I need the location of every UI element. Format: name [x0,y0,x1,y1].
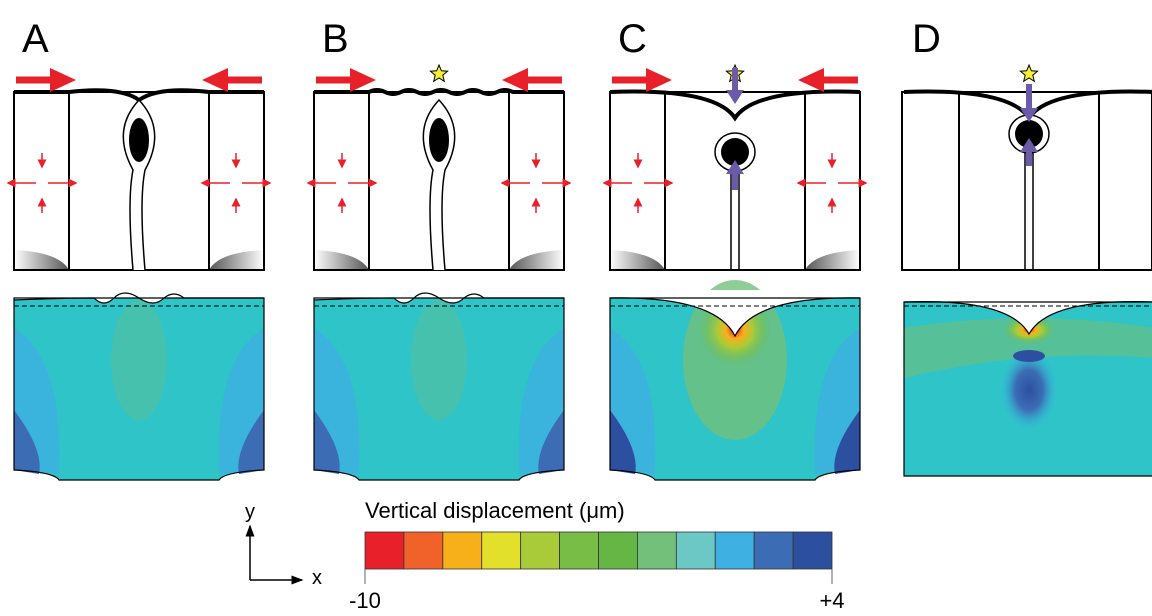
force-arrow-head [726,160,744,174]
field-green [904,318,1152,378]
colorbar-swatch [559,531,599,570]
surface-line [13,292,264,304]
force-arrow-head [350,68,376,92]
field-blue [1001,350,1057,430]
shadow [509,250,564,270]
field-blue [1013,350,1045,362]
force-arrow-head [798,68,824,92]
colorbar-min: -10 [349,588,381,613]
force-arrow-head [502,68,528,92]
force-arrow-head [50,68,76,92]
force-arrow-head [726,90,744,104]
star [429,63,449,83]
force-arrow-head [646,68,672,92]
field-blue [314,410,340,474]
field-green [111,300,167,420]
shadow [14,250,69,270]
force-arrow-head [202,68,228,92]
apical-surface [314,88,564,96]
field-blue [238,410,264,474]
colorbar-swatch [792,531,833,570]
nucleus [129,118,149,162]
shadow [209,250,264,270]
nucleus [1015,120,1043,148]
colorbar-swatch [520,531,560,570]
apical-surface [609,89,861,122]
field-blue [14,410,40,474]
colorbar-swatch [403,531,444,570]
axis-y-label: y [245,501,255,523]
field-blue [538,410,564,474]
shadow [805,250,860,270]
colorbar-swatch [364,531,405,570]
stalk [1024,134,1034,270]
nucleus [721,138,749,166]
colorbar-swatch [481,531,522,570]
field-blue [834,410,860,474]
star [1019,63,1039,83]
colorbar-swatch [598,531,638,570]
field-outline [609,297,861,481]
shadow [610,250,665,270]
force-arrow-head [1020,138,1038,152]
surface-line [609,297,861,338]
field-green [411,300,467,420]
field-mask [14,290,264,303]
surface-line [313,292,564,304]
field-mask [314,290,564,303]
field-outline [313,297,565,481]
nucleus [429,118,449,162]
force-arrow-head [1020,108,1038,122]
colorbar-swatch [714,531,755,570]
panel-label: D [912,17,941,61]
colorbar-swatch [637,531,677,570]
colorbar-max: +4 [819,588,844,613]
colorbar-swatch [753,531,794,570]
axis-x-label: x [312,567,322,589]
field-outline [903,301,1152,477]
shadow [314,250,369,270]
field-outline [13,297,265,481]
panel-label: A [22,17,49,61]
colorbar-swatch [442,531,483,570]
colorbar-swatch [675,531,716,570]
panel-label: B [322,17,349,61]
field-blue [610,410,636,474]
surface-line [903,301,1152,336]
panel-label: C [618,17,647,61]
colorbar-title: Vertical displacement (μm) [365,498,625,523]
field-mask [904,290,1152,334]
